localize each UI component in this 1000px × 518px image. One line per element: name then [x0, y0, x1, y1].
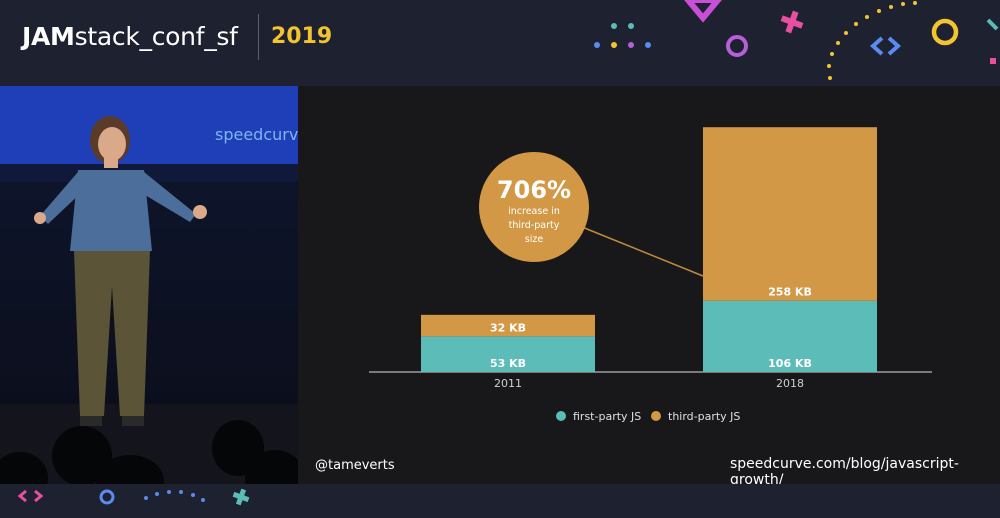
deco-dot [645, 42, 651, 48]
data-label: 258 KB [768, 286, 812, 299]
x-tick-label: 2011 [494, 377, 522, 390]
callout-text: size [525, 234, 544, 245]
callout-value: 706% [497, 176, 571, 204]
bar-third-party-2011 [421, 314, 595, 337]
data-label: 32 KB [490, 321, 526, 334]
callout-text: increase in [508, 206, 560, 217]
legend-label: first-party JS [573, 410, 641, 423]
deco-plus [232, 488, 250, 506]
backdrop-logo: speedcurve [215, 125, 298, 144]
callout-circle [479, 152, 589, 262]
deco-plus [780, 10, 804, 34]
deco-ring [726, 35, 748, 57]
decorative-shapes [594, 0, 999, 80]
deco-dot [594, 42, 600, 48]
data-label: 106 KB [768, 357, 812, 370]
backdrop-screen [0, 86, 298, 164]
conference-brand: JAMstack_conf_sf [22, 22, 238, 51]
deco-dotted-arc [144, 490, 205, 502]
callout-text: third-party [509, 220, 560, 231]
deco-dot [611, 42, 617, 48]
footer-decorative-shapes [17, 488, 250, 506]
bar-first-party-2018 [703, 300, 877, 372]
deco-dotted-arc [827, 1, 917, 80]
deco-chevron [17, 489, 27, 503]
deco-dot [628, 42, 634, 48]
deco-dot [628, 23, 634, 29]
callout-leader-line [581, 226, 704, 277]
audience-silhouettes [0, 420, 298, 484]
deco-chevron [34, 489, 44, 503]
speaker-scene [0, 86, 298, 484]
deco-triangle [684, 0, 722, 23]
legend-swatch [651, 411, 661, 421]
twitter-handle: @tameverts [315, 458, 395, 473]
stacked-bar-chart: 53 KB 32 KB 2011 106 KB 258 KB 2018 706% increa… [369, 127, 932, 423]
deco-square [990, 58, 996, 64]
deco-chevron [986, 18, 999, 31]
deco-dot [611, 23, 617, 29]
conference-footer [0, 484, 1000, 513]
x-tick-label: 2018 [776, 377, 804, 390]
brand-bold: JAM [22, 22, 75, 51]
legend-swatch [556, 411, 566, 421]
legend-label: third-party JS [668, 410, 740, 423]
conference-header: JAMstack_conf_sf 2019 [0, 0, 1000, 86]
header-divider [258, 14, 259, 60]
deco-chevron [887, 36, 902, 56]
deco-ring [99, 489, 115, 505]
deco-ring [931, 18, 959, 46]
bar-first-party-2011 [421, 336, 595, 372]
deco-chevron [869, 36, 884, 56]
bar-third-party-2018 [703, 127, 877, 301]
data-label: 53 KB [490, 357, 526, 370]
speaker-figure [34, 116, 207, 426]
brand-rest: stack_conf_sf [74, 22, 238, 51]
conference-year: 2019 [271, 24, 333, 49]
presentation-slide: 53 KB 32 KB 2011 106 KB 258 KB 2018 706% increa… [298, 86, 1000, 488]
speaker-video: speedcurve [0, 86, 298, 484]
